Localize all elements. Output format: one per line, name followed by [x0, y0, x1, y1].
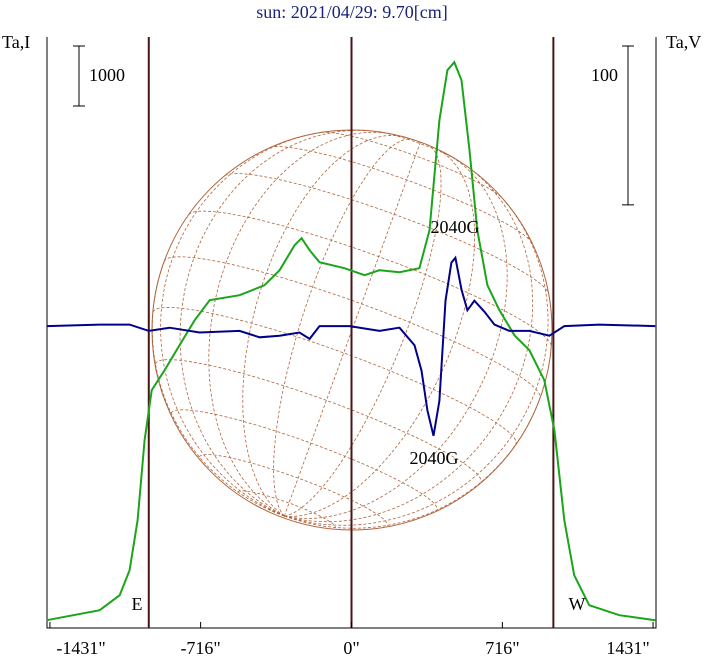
x-tick-label: 716": [485, 638, 519, 658]
globe-grid: [199, 454, 388, 526]
x-tick-label: 0": [343, 638, 359, 658]
globe-grid: [321, 131, 503, 199]
scale-bar-label: 100: [591, 65, 618, 85]
y-axis-label: Ta,I: [2, 32, 30, 52]
scale-bar-label: 1000: [89, 65, 125, 85]
globe-grid: [155, 359, 482, 483]
globe-grid: [284, 153, 508, 519]
globe-grid: [284, 144, 442, 517]
globe-grid: [283, 141, 421, 517]
globe-grid: [152, 306, 517, 445]
y2-axis-label: Ta,V: [666, 32, 701, 52]
globe-grid: [160, 132, 322, 517]
globe-grid: [269, 146, 533, 244]
globe-grid: [170, 409, 438, 511]
series-line: [46, 255, 656, 437]
scale-bar: [622, 45, 634, 206]
annotation: E: [132, 594, 143, 614]
globe-grid: [377, 131, 460, 162]
x-tick-label: -1431": [56, 638, 105, 658]
globe-grid: [242, 134, 401, 517]
globe-grid: [163, 256, 541, 399]
globe-grid: [188, 210, 552, 347]
annotation: W: [569, 594, 586, 614]
annotation: 2040G: [431, 217, 480, 237]
globe-grid: [224, 173, 549, 294]
x-tick-label: -716": [180, 638, 220, 658]
scale-bar: [73, 45, 85, 107]
globe-grid: [208, 131, 393, 517]
series-line: [46, 60, 656, 622]
globe-grid: [273, 138, 413, 517]
annotation: 2040G: [410, 448, 459, 468]
globe-grid: [284, 150, 476, 517]
globe-grid: [284, 198, 549, 526]
chart-title: sun: 2021/04/29: 9.70[cm]: [256, 2, 448, 22]
x-tick-label: 1431": [606, 638, 649, 658]
